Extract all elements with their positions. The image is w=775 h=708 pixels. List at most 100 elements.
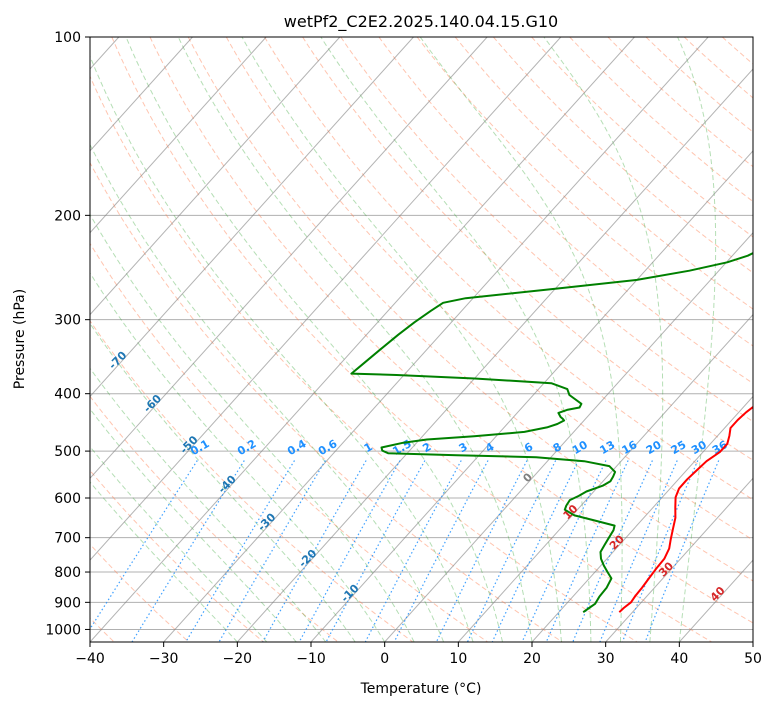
x-axis: −40 −30 −20 −10 0 10 20 30 40 50 xyxy=(75,642,762,667)
dry-adiabat xyxy=(645,37,753,133)
moist-adiabat xyxy=(543,37,664,642)
dry-adiabat xyxy=(454,37,753,310)
isotherm-line xyxy=(457,313,753,642)
y-tick-label: 600 xyxy=(54,491,81,507)
x-tick-label: 20 xyxy=(523,651,541,667)
y-tick-label: 400 xyxy=(54,387,81,403)
y-tick-label: 700 xyxy=(54,531,81,547)
mixing-ratio-line xyxy=(435,460,528,642)
dry-adiabat xyxy=(90,543,190,642)
x-tick-label: 0 xyxy=(380,651,389,667)
isotherm-line xyxy=(678,559,753,642)
isotherm-line xyxy=(310,150,753,642)
moist-adiabat xyxy=(125,37,503,642)
moist-adiabat xyxy=(90,445,268,642)
mixing-ratio-label: 0.6 xyxy=(316,437,340,458)
mixing-ratio-line xyxy=(185,460,296,642)
mixing-ratio-label: 30 xyxy=(689,438,709,457)
y-tick-label: 800 xyxy=(54,565,81,581)
isotherm-label: -60 xyxy=(141,392,164,415)
x-tick-label: 10 xyxy=(449,651,467,667)
moist-adiabat xyxy=(177,37,533,642)
mixing-ratio-label: 10 xyxy=(570,438,590,457)
mixing-ratio-line xyxy=(644,460,720,642)
isotherm-line xyxy=(236,68,753,642)
mixing-ratio-label: 8 xyxy=(551,440,564,455)
moist-adiabat xyxy=(419,37,623,642)
mixing-ratio-line xyxy=(621,460,699,642)
mixing-ratio-line xyxy=(466,460,557,642)
isotherm-line xyxy=(90,37,341,316)
chart-title: wetPf2_C2E2.2025.140.04.15.G10 xyxy=(284,12,558,32)
mixing-ratio-line xyxy=(393,460,489,642)
mixing-ratio-line xyxy=(298,460,401,642)
sounding-series xyxy=(350,252,753,614)
mixing-ratio-label: 0.4 xyxy=(285,437,309,458)
isotherm-line xyxy=(752,641,753,642)
moist-adiabat xyxy=(90,367,327,642)
moist-adiabat xyxy=(677,37,717,642)
temperature-line xyxy=(618,405,753,613)
dry-adiabat xyxy=(493,37,753,274)
y-tick-label: 200 xyxy=(54,208,81,224)
dry-adiabat xyxy=(569,37,753,203)
moist-adiabat xyxy=(320,37,592,642)
x-tick-label: 40 xyxy=(670,651,688,667)
y-tick-label: 900 xyxy=(54,595,81,611)
mixing-ratio-line xyxy=(262,460,367,642)
dewpoint-line xyxy=(350,252,753,614)
isotherm-line xyxy=(90,37,562,561)
moist-adiabat xyxy=(90,408,297,642)
y-tick-label: 300 xyxy=(54,313,81,329)
dry-adiabat xyxy=(264,37,753,501)
mixing-ratio-label: 4 xyxy=(483,440,496,455)
isotherm-line xyxy=(90,37,193,152)
dry-adiabat xyxy=(90,469,264,642)
mixing-ratio-label: 25 xyxy=(669,438,689,457)
mixing-ratio-label: 2 xyxy=(420,440,433,455)
isotherm-line xyxy=(90,37,635,642)
x-tick-label: 50 xyxy=(744,651,762,667)
moist-adiabat xyxy=(90,213,415,642)
moist-adiabat xyxy=(241,37,562,642)
moist-adiabat xyxy=(90,322,356,642)
isotherm-line xyxy=(384,231,753,642)
dry-adiabat xyxy=(340,37,753,423)
isotherm-line xyxy=(163,37,709,642)
isotherm-line xyxy=(90,37,488,480)
isotherm-label: 30 xyxy=(656,559,676,579)
moist-adiabat xyxy=(90,143,445,642)
moist-adiabat xyxy=(90,55,474,642)
mixing-ratio-line xyxy=(572,460,653,642)
mixing-ratio-line xyxy=(90,460,198,631)
dry-adiabat xyxy=(416,37,753,347)
isotherm-line xyxy=(90,37,414,398)
dry-adiabat xyxy=(531,37,753,238)
x-axis-title: Temperature (°C) xyxy=(360,681,482,697)
dry-adiabat xyxy=(225,37,753,541)
mixing-ratio-label: 0.2 xyxy=(235,437,258,458)
x-tick-label: −40 xyxy=(75,651,105,667)
isotherm-line xyxy=(531,395,753,642)
x-tick-label: −20 xyxy=(223,651,253,667)
dry-adiabat xyxy=(111,37,712,642)
x-tick-label: −30 xyxy=(149,651,179,667)
isotherm-label: -20 xyxy=(296,547,319,570)
y-axis: 100 200 300 400 500 600 700 800 900 1000 xyxy=(45,30,90,638)
dry-adiabat xyxy=(302,37,753,461)
dry-adiabat xyxy=(90,395,339,642)
isotherm-label: 40 xyxy=(708,584,728,604)
isotherm-line xyxy=(605,477,753,642)
background-lines xyxy=(90,37,753,642)
moist-adiabat xyxy=(90,481,238,642)
dry-adiabat xyxy=(90,161,563,642)
mixing-ratio-line xyxy=(599,460,678,642)
dry-adiabat xyxy=(607,37,753,168)
mixing-ratio-line xyxy=(218,460,326,642)
x-tick-label: 30 xyxy=(597,651,615,667)
y-tick-label: 100 xyxy=(54,30,81,46)
pressure-grid xyxy=(90,36,753,630)
mixing-ratio-label: 6 xyxy=(522,440,535,455)
plot-frame xyxy=(89,36,754,643)
